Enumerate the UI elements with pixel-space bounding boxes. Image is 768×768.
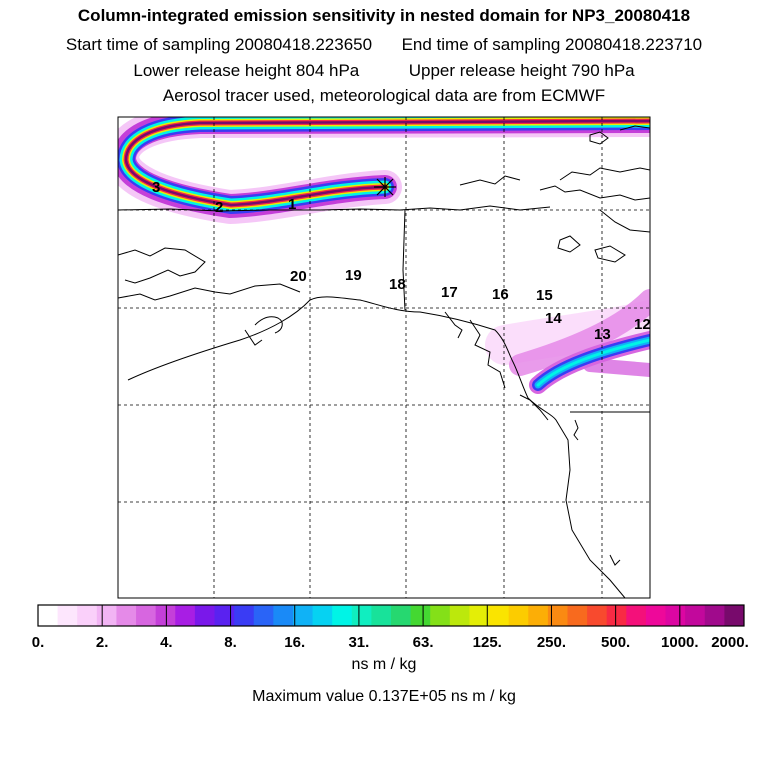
color-scale-swatch xyxy=(724,605,745,626)
maximum-value: Maximum value 0.137E+05 ns m / kg xyxy=(252,688,516,705)
color-scale-tick-label: 8. xyxy=(224,634,237,651)
tracer-info: Aerosol tracer used, meteorological data… xyxy=(162,86,606,105)
color-scale-swatch xyxy=(155,605,176,626)
color-scale-swatch xyxy=(234,605,255,626)
color-scale-swatch xyxy=(351,605,372,626)
day-label: 2 xyxy=(215,199,223,216)
day-label: 20 xyxy=(290,268,307,285)
color-scale-swatch xyxy=(567,605,588,626)
color-scale-tick-label: 1000. xyxy=(661,634,699,651)
map-title: Column-integrated emission sensitivity i… xyxy=(77,6,691,25)
color-scale-swatch xyxy=(449,605,470,626)
color-scale-tick-label: 2. xyxy=(96,634,109,651)
color-scale-tick-label: 0. xyxy=(32,634,45,651)
color-scale-tick-label: 16. xyxy=(284,634,305,651)
upper-release-height: Upper release height 790 hPa xyxy=(408,61,635,80)
color-scale-swatch xyxy=(292,605,314,626)
start-time: Start time of sampling 20080418.223650 xyxy=(65,35,373,54)
map-frame xyxy=(117,116,651,599)
color-scale-swatch xyxy=(469,605,490,626)
color-scale-swatch xyxy=(626,605,647,626)
color-scale-swatch xyxy=(77,605,98,626)
end-time: End time of sampling 20080418.223710 xyxy=(401,35,703,54)
color-scale-swatch xyxy=(489,605,510,626)
color-scale-swatch xyxy=(508,605,529,626)
unit-label: ns m / kg xyxy=(351,656,417,673)
color-scale-swatch xyxy=(430,605,451,626)
arctic-plume xyxy=(118,117,650,224)
color-scale-bar xyxy=(37,604,745,627)
color-scale-frame xyxy=(37,604,745,627)
color-scale-swatch xyxy=(410,605,431,626)
pacific-plume xyxy=(485,289,650,394)
color-scale-swatch xyxy=(57,605,78,626)
day-label: 3 xyxy=(152,179,160,196)
color-scale-swatch xyxy=(547,605,568,626)
day-label: 12 xyxy=(634,316,651,333)
day-label: 17 xyxy=(441,284,458,301)
color-scale-tick-label: 500. xyxy=(601,634,630,651)
day-label: 19 xyxy=(345,267,362,284)
day-label: 16 xyxy=(492,286,509,303)
color-scale-swatch xyxy=(312,605,333,626)
color-scale-swatch xyxy=(136,605,157,626)
color-scale-swatch xyxy=(96,605,117,626)
color-scale-swatch xyxy=(528,605,549,626)
color-scale-swatch xyxy=(391,605,412,626)
day-label: 18 xyxy=(389,276,406,293)
color-scale-tick-label: 125. xyxy=(473,634,502,651)
color-scale-swatch xyxy=(645,605,667,626)
color-scale-swatch xyxy=(214,605,235,626)
color-scale-swatch xyxy=(606,605,627,626)
release-height-row: Lower release height 804 hPa Upper relea… xyxy=(0,61,768,81)
color-scale-tick-label: 63. xyxy=(413,634,434,651)
color-scale-labels: 0. 2. 4. 8. 16. 31. 63. 125. 250. 500. 1000. 2000. xyxy=(32,634,749,651)
color-scale-swatch xyxy=(704,605,725,626)
release-point-star-icon xyxy=(374,177,396,197)
color-scale-swatch xyxy=(175,605,196,626)
color-scale-swatch xyxy=(194,605,215,626)
color-scale-swatch xyxy=(332,605,353,626)
lower-release-height: Lower release height 804 hPa xyxy=(133,61,360,80)
color-scale-swatch xyxy=(273,605,294,626)
color-scale-tick-label: 4. xyxy=(160,634,173,651)
day-label: 1 xyxy=(288,196,296,213)
sampling-time-row: Start time of sampling 20080418.223650 E… xyxy=(0,35,768,55)
color-scale-swatch xyxy=(38,605,59,626)
color-scale-swatch xyxy=(253,605,274,626)
color-scale-swatch xyxy=(116,605,137,626)
day-labels: 3 2 1 20 19 18 17 16 15 14 13 12 xyxy=(152,179,651,343)
color-scale-tick-label: 2000. xyxy=(711,634,749,651)
day-label: 13 xyxy=(594,326,611,343)
color-scale-tick-label: 31. xyxy=(348,634,369,651)
color-scale-swatch xyxy=(685,605,706,626)
day-label: 14 xyxy=(545,310,562,327)
map-area: 3 2 1 20 19 18 17 16 15 14 13 12 xyxy=(118,117,651,598)
color-scale-swatch xyxy=(371,605,392,626)
coastlines xyxy=(118,125,650,598)
day-label: 15 xyxy=(536,287,553,304)
color-scale-swatch xyxy=(665,605,686,626)
color-scale-tick-label: 250. xyxy=(537,634,566,651)
color-scale-swatch xyxy=(587,605,608,626)
